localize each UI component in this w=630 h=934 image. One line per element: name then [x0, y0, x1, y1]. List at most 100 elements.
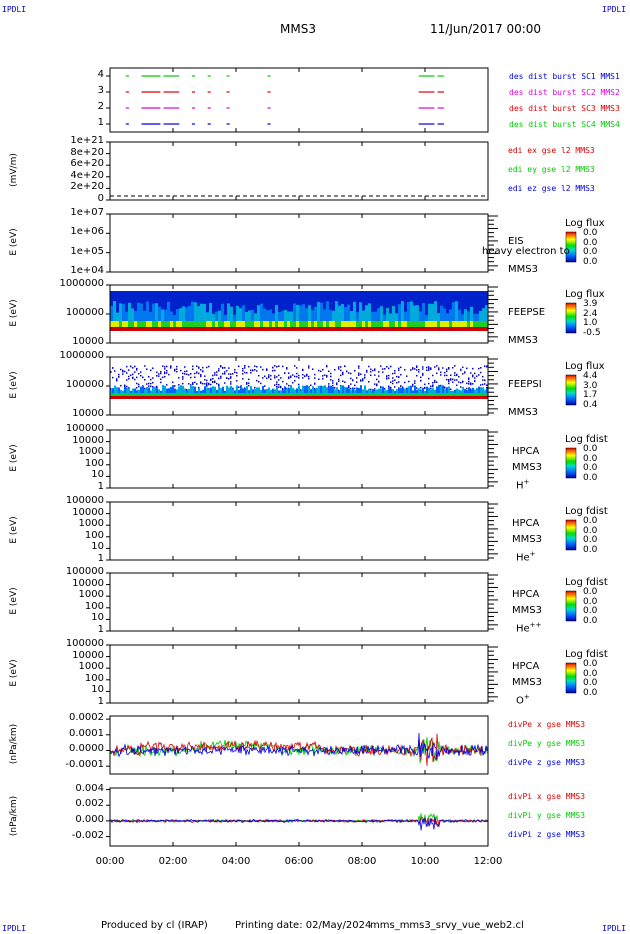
- spectrogram-dot: [182, 382, 184, 385]
- spectrogram-dot: [150, 382, 152, 385]
- spectrogram-cell: [323, 321, 326, 327]
- spectrogram-dot: [278, 386, 280, 388]
- spectrogram-dot: [340, 385, 342, 387]
- spectrogram-cell: [344, 307, 347, 329]
- spectrogram-dot: [134, 378, 136, 381]
- spectrogram-cell: [395, 321, 398, 327]
- spectrogram-cell: [414, 385, 416, 394]
- spectrogram-dot: [274, 365, 276, 367]
- spectrogram-cell: [311, 310, 314, 329]
- spectrogram-dot: [324, 374, 326, 376]
- spectrogram-dot: [344, 381, 346, 383]
- instrument-label: HPCA: [512, 446, 540, 457]
- spectrogram-dot: [376, 378, 378, 381]
- y-axis-label: E (eV): [9, 299, 19, 327]
- instrument-label: HPCA: [512, 589, 540, 600]
- spectrogram-dot: [412, 368, 414, 370]
- y-axis-label: E (eV): [9, 228, 19, 256]
- spectrogram-dot: [382, 371, 384, 373]
- spectrogram-dot: [432, 374, 434, 377]
- spectrogram-dot: [310, 384, 312, 386]
- spectrogram-dot: [132, 377, 134, 380]
- spectrogram-dot: [198, 366, 200, 369]
- spectrogram-cell: [431, 303, 434, 329]
- spectrogram-cell: [470, 321, 473, 327]
- spectrogram-cell: [410, 321, 413, 327]
- spectrogram-cell: [233, 321, 236, 327]
- spectrogram-cell: [182, 385, 184, 394]
- y-tick-label: 100: [84, 600, 104, 612]
- panel-frame: [109, 787, 489, 847]
- spectrogram-cell: [179, 321, 182, 327]
- spectrogram-dot: [372, 369, 374, 372]
- spectrogram-dot: [322, 378, 324, 380]
- spectrogram-cell: [371, 311, 374, 329]
- y-tick-label: 2: [97, 101, 104, 112]
- y-tick-label: 0.000: [75, 813, 104, 825]
- colorbar-tick: 0.0: [583, 228, 598, 238]
- spectrogram-cell: [158, 321, 161, 327]
- spectrogram-dot: [242, 378, 244, 380]
- spectrogram-dot: [442, 367, 444, 369]
- spectrogram-dot: [186, 388, 188, 391]
- colorbar-tick: 0.0: [583, 687, 598, 698]
- x-tick-label: 10:00: [410, 856, 440, 867]
- spectrogram-cell: [218, 310, 221, 329]
- spectrogram-dot: [160, 372, 162, 375]
- y-tick-label: 1000: [78, 518, 104, 530]
- colorbar-tick: -0.5: [583, 327, 601, 338]
- spectrogram-dot: [354, 369, 356, 372]
- spectrogram-dot: [282, 365, 284, 368]
- spectrogram-cell: [340, 385, 342, 394]
- spectrogram-dot: [174, 385, 176, 387]
- spectrogram-cell: [236, 305, 239, 329]
- spectrogram-dot: [422, 366, 424, 368]
- spectrogram-dot: [128, 369, 130, 371]
- spectrogram-cell: [344, 386, 346, 395]
- spectrogram-cell: [356, 312, 359, 329]
- spectrogram-cell: [230, 386, 232, 395]
- spectrogram-dot: [278, 383, 280, 386]
- spectrogram-cell: [434, 321, 437, 327]
- spectrogram-dot: [458, 375, 460, 378]
- spectrogram-cell: [377, 321, 380, 327]
- spectrogram-cell: [263, 321, 266, 327]
- spectrogram-dot: [170, 367, 172, 369]
- spectrogram-dot: [406, 375, 408, 377]
- spectrogram-dot: [296, 367, 298, 369]
- spectrogram-cell: [446, 387, 448, 396]
- spectrogram-dot: [400, 385, 402, 387]
- spectrogram-cell: [296, 388, 298, 397]
- spectrogram-cell: [486, 387, 488, 396]
- species-label: He++: [516, 621, 542, 635]
- spectrogram-dot: [296, 375, 298, 378]
- spectrogram-cell: [348, 388, 350, 397]
- colorbar-tick: 3.0: [583, 380, 598, 391]
- spectrogram-dot: [370, 374, 372, 377]
- spectrogram-cell: [209, 302, 212, 329]
- spectrogram-cell: [443, 321, 446, 327]
- spectrogram-dot: [196, 372, 198, 374]
- spectrogram-cell: [458, 309, 461, 329]
- spectrogram-cell: [329, 309, 332, 329]
- spectrogram-dot: [462, 373, 464, 375]
- spectrogram-dot: [376, 384, 378, 386]
- spectrogram-dot: [268, 376, 270, 378]
- y-tick-label: 2e+20: [70, 181, 104, 193]
- spectrogram-cell: [204, 386, 206, 395]
- spectrogram-cell: [155, 303, 158, 329]
- spectrogram-dot: [264, 375, 266, 378]
- spectrogram-dot: [206, 366, 208, 369]
- spectrogram-dot: [208, 383, 210, 386]
- spectrogram-dot: [220, 365, 222, 367]
- spectrogram-cell: [364, 385, 366, 394]
- spectrogram-cell: [287, 321, 290, 327]
- spectrogram-dot: [126, 365, 128, 368]
- spectrogram-dot: [220, 365, 222, 368]
- spectrogram-dot: [306, 375, 308, 377]
- spectrogram-dot: [262, 377, 264, 379]
- spectrogram-dot: [314, 388, 316, 390]
- spectrogram-dot: [134, 365, 136, 368]
- spectrogram-dot: [278, 374, 280, 377]
- series-line-2: [109, 732, 489, 760]
